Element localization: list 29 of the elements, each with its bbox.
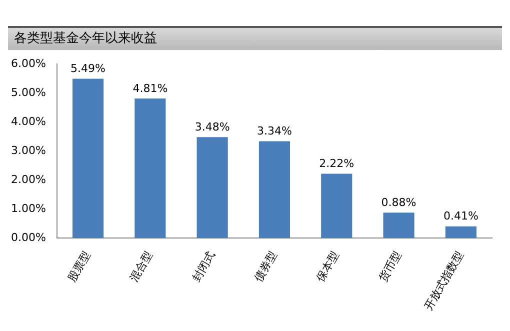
- y-tick-label: 0.00%: [10, 231, 46, 244]
- data-label: 5.49%: [70, 62, 106, 76]
- x-tick-label: 股票型: [65, 248, 94, 284]
- y-tick-label: 1.00%: [10, 202, 46, 216]
- x-tick-label: 混合型: [127, 248, 156, 284]
- bar: [196, 137, 228, 238]
- data-label: 4.81%: [132, 82, 168, 95]
- chart-title: 各类型基金今年以来收益: [8, 26, 502, 50]
- y-tick-label: 4.00%: [10, 114, 46, 128]
- data-label: 3.34%: [256, 124, 292, 138]
- x-tick-label: 货币型: [376, 248, 404, 284]
- bar: [72, 78, 104, 238]
- x-tick-label: 保本型: [314, 248, 342, 284]
- x-tick-label: 债券型: [252, 248, 280, 284]
- y-tick-label: 5.00%: [10, 86, 46, 99]
- bar: [134, 98, 166, 238]
- bar: [258, 141, 290, 238]
- y-tick-label: 6.00%: [10, 56, 46, 70]
- data-label: 0.88%: [381, 196, 416, 210]
- bar: [383, 212, 414, 238]
- x-tick-label: 封闭式: [190, 248, 218, 284]
- x-tick-label: 开放式指数型: [422, 248, 466, 313]
- data-label: 0.41%: [443, 210, 478, 223]
- data-label: 2.22%: [319, 157, 354, 170]
- y-tick-label: 3.00%: [10, 144, 46, 157]
- data-label: 3.48%: [194, 120, 230, 134]
- bar: [321, 174, 352, 238]
- bar: [445, 226, 476, 238]
- y-tick-label: 2.00%: [10, 173, 46, 186]
